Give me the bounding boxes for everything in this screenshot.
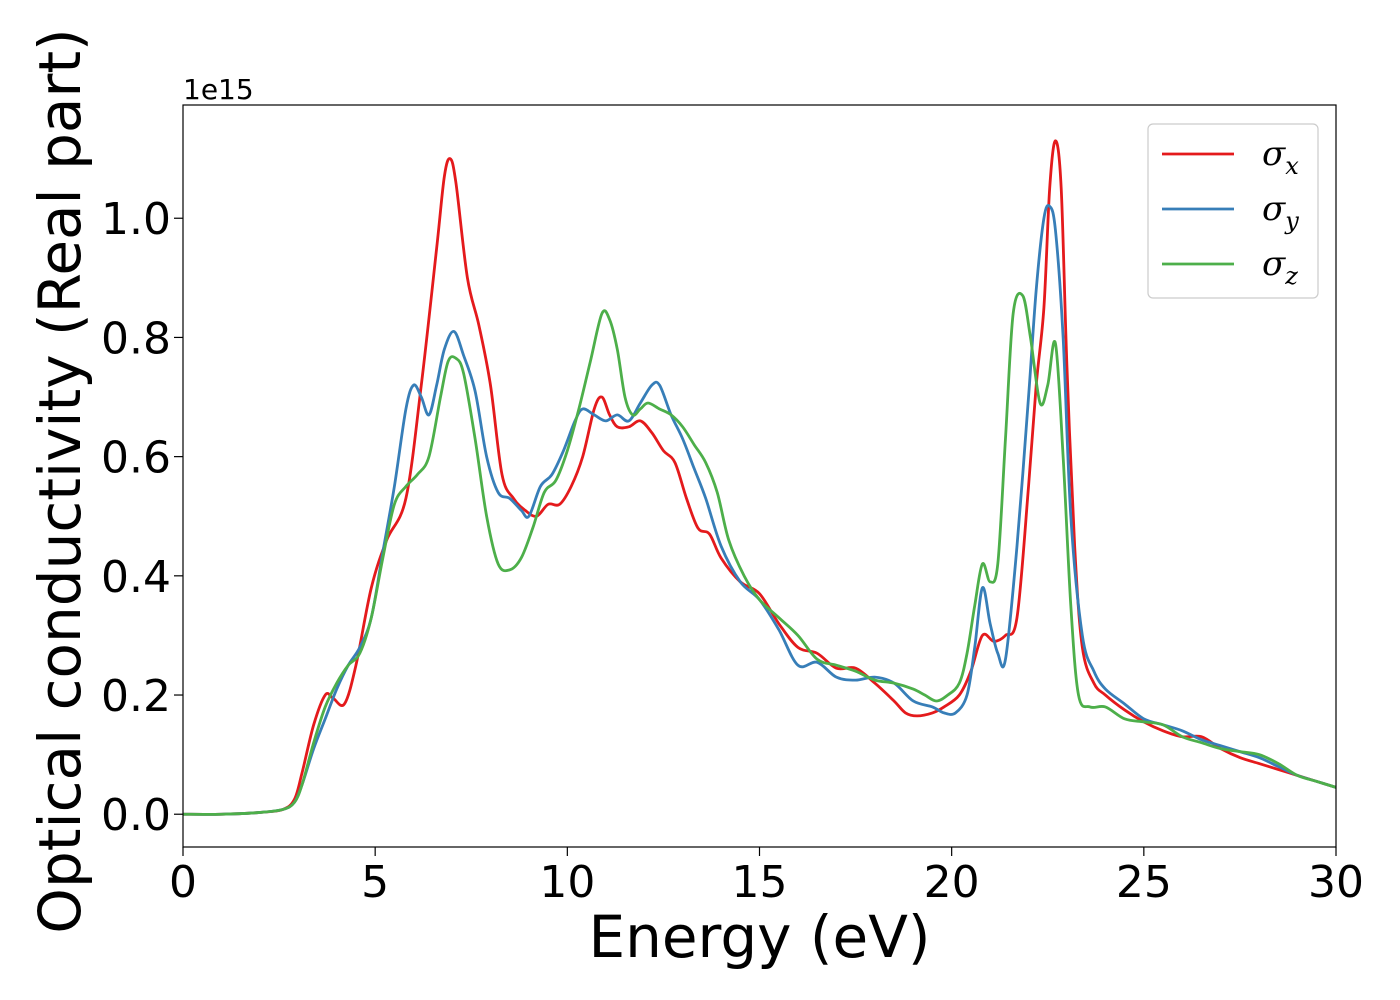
- legend-box: [1147, 123, 1319, 299]
- y-tick-label: 1.0: [101, 194, 171, 245]
- legend-subscript: y: [1284, 207, 1299, 235]
- x-tick-label: 0: [169, 857, 197, 908]
- x-tick-label: 20: [924, 857, 980, 908]
- legend-label-x: σx: [1262, 134, 1299, 180]
- x-axis-ticks: 0 5 10 15 20 25 30: [169, 847, 1364, 908]
- y-tick-label: 0.6: [101, 433, 171, 484]
- legend-label-y: σy: [1262, 189, 1299, 235]
- legend-label-z: σz: [1262, 244, 1298, 290]
- x-tick-label: 30: [1308, 857, 1364, 908]
- legend-subscript: z: [1284, 262, 1298, 290]
- series-lines: [183, 139, 1336, 816]
- x-tick-label: 25: [1116, 857, 1172, 908]
- y-axis-offset-label: 1e15: [183, 73, 254, 106]
- x-axis-title: Energy (eV): [588, 903, 930, 971]
- x-tick-label: 10: [539, 857, 595, 908]
- legend-symbol: σ: [1262, 189, 1286, 229]
- y-tick-label: 0.8: [101, 313, 171, 364]
- y-axis-ticks: 0.0 0.2 0.4 0.6 0.8 1.0: [101, 194, 183, 841]
- y-tick-label: 0.2: [101, 671, 171, 722]
- y-tick-label: 0.4: [101, 552, 171, 603]
- legend-subscript: x: [1285, 152, 1299, 180]
- x-tick-label: 15: [732, 857, 788, 908]
- series-line-y: [183, 203, 1336, 816]
- series-line-z: [183, 291, 1336, 816]
- y-tick-label: 0.0: [101, 790, 171, 841]
- legend-symbol: σ: [1262, 244, 1286, 284]
- legend-symbol: σ: [1262, 134, 1286, 174]
- x-tick-label: 5: [361, 857, 389, 908]
- y-axis-title: Optical conductivity (Real part): [26, 28, 94, 933]
